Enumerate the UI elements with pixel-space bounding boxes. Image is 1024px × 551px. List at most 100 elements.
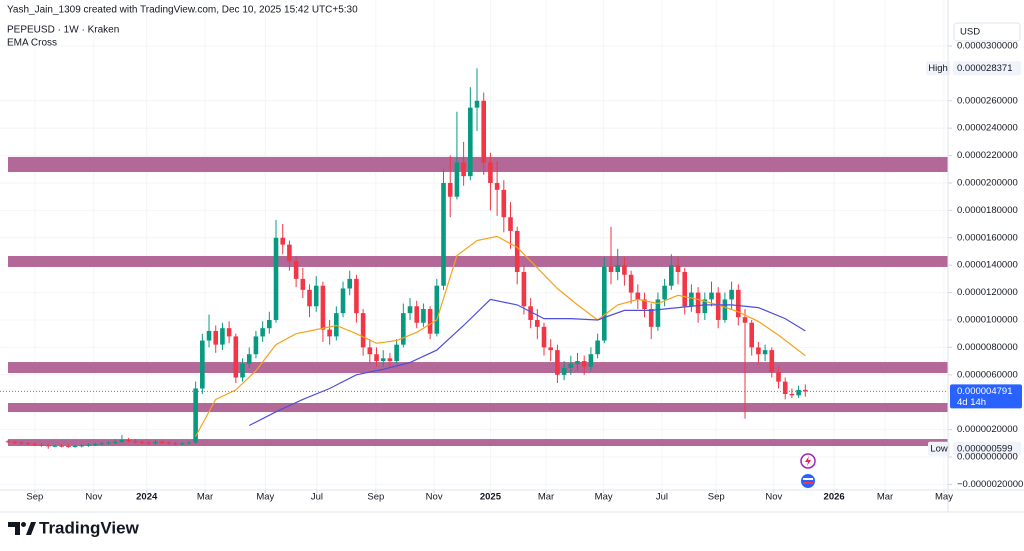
x-tick-label: May: [595, 492, 613, 503]
event-icon[interactable]: [801, 474, 815, 488]
candle-body: [72, 446, 78, 448]
last-price-box: [950, 384, 1022, 409]
low-tag-label: Low: [930, 443, 948, 454]
logo-mark: [8, 522, 20, 535]
candle-body: [179, 443, 185, 445]
candle-body: [246, 354, 252, 364]
candle-body: [240, 363, 245, 378]
candles: [5, 68, 808, 449]
candle-body: [528, 306, 533, 320]
low-price: 0.000000599: [957, 443, 1012, 454]
candle-body: [648, 309, 654, 327]
candle-body: [206, 330, 212, 341]
candle-body: [99, 443, 105, 445]
candle-body: [166, 442, 172, 444]
candle-body: [669, 265, 674, 286]
candle-body: [494, 182, 500, 190]
currency[interactable]: USD: [960, 27, 980, 38]
candle-body: [508, 217, 513, 231]
candle-body: [112, 441, 118, 443]
countdown: 4d 14h: [957, 397, 986, 408]
y-tick-label: 0.0000000000: [957, 451, 1018, 462]
zone: [8, 256, 948, 267]
candle-body: [327, 329, 332, 337]
candle-body: [729, 289, 734, 300]
candle-body: [501, 189, 507, 218]
x-tick-label: 2024: [136, 492, 158, 503]
indicator-lines: [195, 235, 806, 437]
ema-line: [195, 235, 806, 437]
x-tick-label: May: [935, 492, 953, 503]
candle-body: [267, 319, 272, 329]
candle-body: [226, 328, 232, 337]
candle-body: [52, 445, 58, 447]
x-tick-label: Nov: [426, 492, 443, 503]
candle-body: [682, 272, 688, 307]
candle-body: [280, 237, 286, 245]
candle-body: [39, 444, 44, 446]
candle-body: [92, 443, 98, 445]
candle-body: [468, 107, 473, 177]
candle-body: [79, 445, 85, 447]
candle-body: [394, 344, 399, 362]
candle-body: [427, 309, 433, 334]
candle-body: [575, 361, 580, 364]
logo-mark: [26, 522, 36, 535]
candle-body: [461, 162, 466, 177]
candle-body: [568, 363, 574, 368]
candle-body: [655, 299, 661, 327]
zone: [8, 156, 948, 173]
candle-body: [25, 443, 31, 445]
candle-body: [802, 389, 808, 392]
candle-body: [401, 313, 406, 345]
candle-body: [367, 347, 373, 355]
zones: [8, 156, 948, 447]
candle-body: [675, 265, 681, 273]
high-price: 0.000028371: [957, 63, 1012, 74]
indicator: EMA Cross: [7, 38, 57, 49]
y-tick-label: 0.0000160000: [957, 232, 1018, 243]
candle-body: [193, 388, 198, 443]
x-tick-label: Sep: [708, 492, 725, 503]
candle-body: [320, 285, 326, 330]
zone: [8, 439, 948, 447]
low-tag: [928, 441, 950, 456]
x-tick-label: Mar: [197, 492, 213, 503]
symbol: PEPEUSD · 1W · Kraken: [7, 25, 119, 36]
candle-body: [380, 358, 386, 362]
candle-body: [354, 278, 359, 314]
high-tag-label: High: [928, 63, 948, 74]
candle-body: [776, 372, 781, 382]
candle-body: [789, 393, 795, 396]
candle-body: [273, 237, 279, 320]
candle-body: [200, 340, 205, 389]
zone: [8, 403, 948, 413]
candle-body: [5, 441, 11, 443]
y-tick-label: 0.0000100000: [957, 314, 1018, 325]
candle-body: [588, 354, 594, 367]
currency-box[interactable]: [953, 22, 1021, 42]
candle-body: [434, 285, 440, 334]
candle-body: [153, 441, 158, 444]
candle-body: [541, 326, 547, 348]
candle-body: [360, 313, 366, 348]
candle-body: [581, 361, 587, 367]
candle-body: [159, 441, 165, 443]
candle-body: [12, 441, 18, 443]
candle-body: [474, 100, 480, 108]
candle-body: [635, 292, 641, 300]
event-icon-glyph: [805, 456, 811, 466]
candle-body: [622, 265, 627, 275]
low-price-box: [953, 441, 1021, 456]
candle-body: [407, 306, 413, 314]
y-tick-label: 0.0000140000: [957, 260, 1018, 271]
candle-body: [441, 182, 446, 286]
candle-body: [715, 292, 721, 320]
candle-body: [213, 330, 219, 345]
candle-body: [300, 278, 306, 290]
candle-body: [749, 322, 755, 348]
candle-body: [447, 182, 453, 197]
